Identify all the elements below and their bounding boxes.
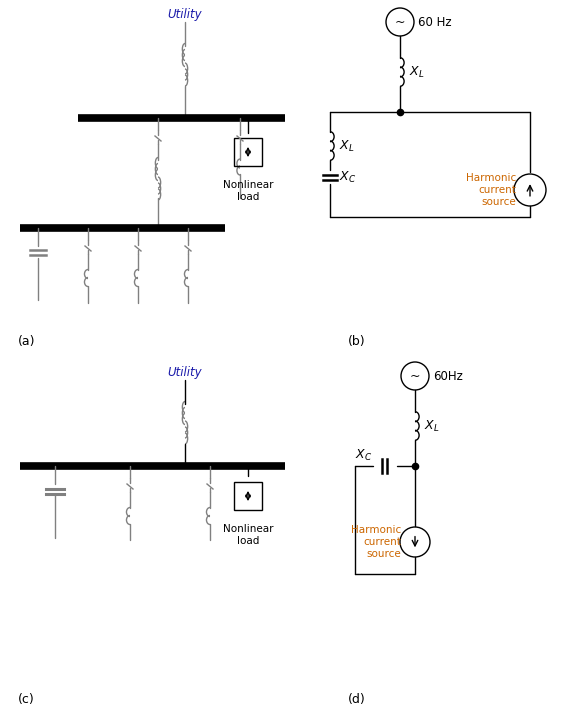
Text: (a): (a) [18, 335, 35, 348]
Text: Utility: Utility [168, 366, 203, 379]
Text: (b): (b) [348, 335, 366, 348]
Text: Nonlinear
load: Nonlinear load [222, 180, 273, 202]
Text: (c): (c) [18, 693, 35, 706]
Text: ~: ~ [410, 369, 420, 382]
Text: $X_L$: $X_L$ [424, 418, 439, 434]
Text: $X_L$: $X_L$ [339, 138, 354, 153]
Text: Utility: Utility [168, 8, 203, 21]
Text: $X_L$: $X_L$ [409, 64, 424, 79]
Text: 60 Hz: 60 Hz [418, 16, 452, 29]
Bar [234, 482, 262, 510]
Text: $X_C$: $X_C$ [339, 170, 356, 185]
Text: Harmonic
current
source: Harmonic current source [351, 526, 401, 558]
Text: Nonlinear
load: Nonlinear load [222, 524, 273, 546]
Text: $X_C$: $X_C$ [355, 448, 372, 463]
Text: 60Hz: 60Hz [433, 369, 463, 382]
Bar [234, 138, 262, 166]
Text: (d): (d) [348, 693, 366, 706]
Text: ~: ~ [395, 16, 405, 29]
Text: Harmonic
current
source: Harmonic current source [466, 173, 516, 207]
